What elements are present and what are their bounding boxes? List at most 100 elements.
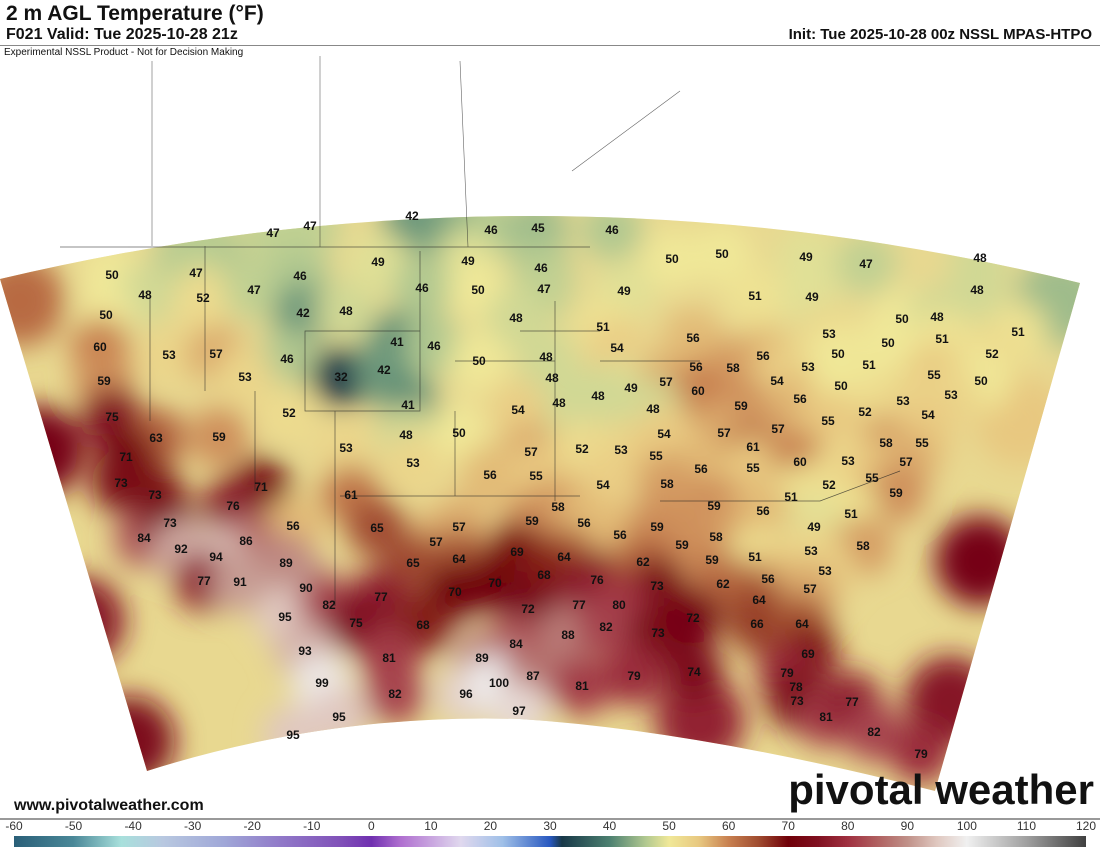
- temperature-map: Experimental NSSL Product - Not for Deci…: [0, 45, 1100, 820]
- colorbar-tick: 10: [424, 819, 438, 833]
- temperature-label: 62: [716, 577, 730, 591]
- temperature-field-blob: [429, 403, 489, 463]
- temperature-label: 48: [545, 371, 559, 385]
- temperature-label: 48: [970, 283, 984, 297]
- temperature-label: 50: [715, 247, 729, 261]
- temperature-label: 82: [322, 598, 336, 612]
- temperature-field-blob: [0, 256, 65, 346]
- pivotal-weather-logo: pivotal weather: [788, 766, 1094, 813]
- temperature-label: 73: [651, 626, 665, 640]
- temperature-field-blob: [35, 576, 125, 666]
- temperature-label: 82: [388, 687, 402, 701]
- temperature-label: 41: [401, 398, 415, 412]
- temperature-label: 42: [405, 209, 419, 223]
- temperature-field-blob: [85, 696, 175, 786]
- temperature-label: 90: [299, 581, 313, 595]
- temperature-label: 69: [510, 545, 524, 559]
- temperature-field-blob: [139, 325, 199, 385]
- temperature-label: 50: [472, 354, 486, 368]
- temperature-label: 49: [617, 284, 631, 298]
- temperature-field-blob: [215, 347, 275, 407]
- temperature-label: 55: [746, 461, 760, 475]
- temperature-field-blob: [692, 224, 752, 284]
- temperature-field-blob: [460, 445, 520, 505]
- temperature-label: 86: [239, 534, 253, 548]
- colorbar-tick: 70: [781, 819, 795, 833]
- temperature-label: 57: [452, 520, 466, 534]
- temperature-label: 88: [561, 628, 575, 642]
- temperature-label: 56: [756, 504, 770, 518]
- temperature-label: 56: [286, 519, 300, 533]
- colorbar-tick: -30: [183, 819, 202, 833]
- colorbar-tick: -50: [64, 819, 83, 833]
- temperature-label: 95: [332, 710, 346, 724]
- temperature-label: 53: [339, 441, 353, 455]
- temperature-label: 96: [459, 687, 473, 701]
- colorbar-tick: 90: [900, 819, 915, 833]
- temperature-label: 70: [448, 585, 462, 599]
- temperature-label: 42: [296, 306, 310, 320]
- temperature-label: 73: [163, 516, 177, 530]
- temperature-label: 57: [209, 347, 223, 361]
- temperature-label: 56: [483, 468, 497, 482]
- temperature-field-blob: [552, 656, 612, 716]
- temperature-label: 50: [974, 374, 988, 388]
- colorbar-ticks: -60 -50 -40 -30 -20 -10 0 10 20 30 40 50 60 70 80 90 100…: [0, 819, 1100, 833]
- temperature-label: 46: [605, 223, 619, 237]
- temperature-label: 53: [818, 564, 832, 578]
- init-time: Init: Tue 2025-10-28 00z NSSL MPAS-HTPO: [788, 26, 1092, 43]
- temperature-label: 75: [349, 616, 363, 630]
- colorbar-tick: 120: [1075, 819, 1097, 833]
- temperature-label: 50: [105, 268, 119, 282]
- temperature-label: 55: [821, 414, 835, 428]
- temperature-field-blob: [725, 266, 785, 326]
- temperature-label: 51: [784, 490, 798, 504]
- temperature-label: 64: [752, 593, 766, 607]
- temperature-label: 56: [793, 392, 807, 406]
- temperature-label: 77: [197, 574, 211, 588]
- temperature-label: 59: [889, 486, 903, 500]
- temperature-label: 54: [610, 341, 624, 355]
- temperature-label: 64: [557, 550, 571, 564]
- temperature-label: 49: [461, 254, 475, 268]
- colorbar-tick: -40: [124, 819, 142, 833]
- temperature-field-blob: [642, 229, 702, 289]
- temperature-label: 46: [484, 223, 498, 237]
- temperature-label: 46: [293, 269, 307, 283]
- temperature-label: 75: [105, 410, 119, 424]
- temperature-label: 57: [771, 422, 785, 436]
- map-title: 2 m AGL Temperature (°F): [6, 2, 264, 25]
- temperature-field-blob: [844, 702, 904, 762]
- temperature-label: 59: [97, 374, 111, 388]
- temperature-label: 47: [303, 219, 317, 233]
- temperature-label: 46: [534, 261, 548, 275]
- temperature-label: 48: [399, 428, 413, 442]
- temperature-field-blob: [316, 418, 376, 478]
- temperature-label: 60: [793, 455, 807, 469]
- temperature-label: 74: [687, 665, 701, 679]
- temperature-label: 52: [282, 406, 296, 420]
- temperature-label: 47: [189, 266, 203, 280]
- temperature-field-blob: [259, 383, 319, 443]
- temperature-label: 48: [646, 402, 660, 416]
- temperature-field-blob: [664, 642, 724, 702]
- website-link[interactable]: www.pivotalweather.com: [14, 797, 204, 814]
- temperature-label: 80: [612, 598, 626, 612]
- temperature-label: 45: [531, 221, 545, 235]
- temperature-label: 55: [915, 436, 929, 450]
- temperature-label: 50: [831, 347, 845, 361]
- temperature-label: 47: [859, 257, 873, 271]
- temperature-field-blob: [224, 260, 284, 320]
- temperature-label: 69: [801, 647, 815, 661]
- temperature-label: 97: [512, 704, 526, 718]
- temperature-label: 53: [896, 394, 910, 408]
- temperature-label: 47: [266, 226, 280, 240]
- temperature-label: 32: [334, 370, 348, 384]
- temperature-label: 53: [238, 370, 252, 384]
- temperature-label: 77: [845, 695, 859, 709]
- temperature-label: 92: [174, 542, 188, 556]
- temperature-label: 49: [807, 520, 821, 534]
- temperature-label: 51: [862, 358, 876, 372]
- temperature-label: 61: [746, 440, 760, 454]
- temperature-label: 55: [529, 469, 543, 483]
